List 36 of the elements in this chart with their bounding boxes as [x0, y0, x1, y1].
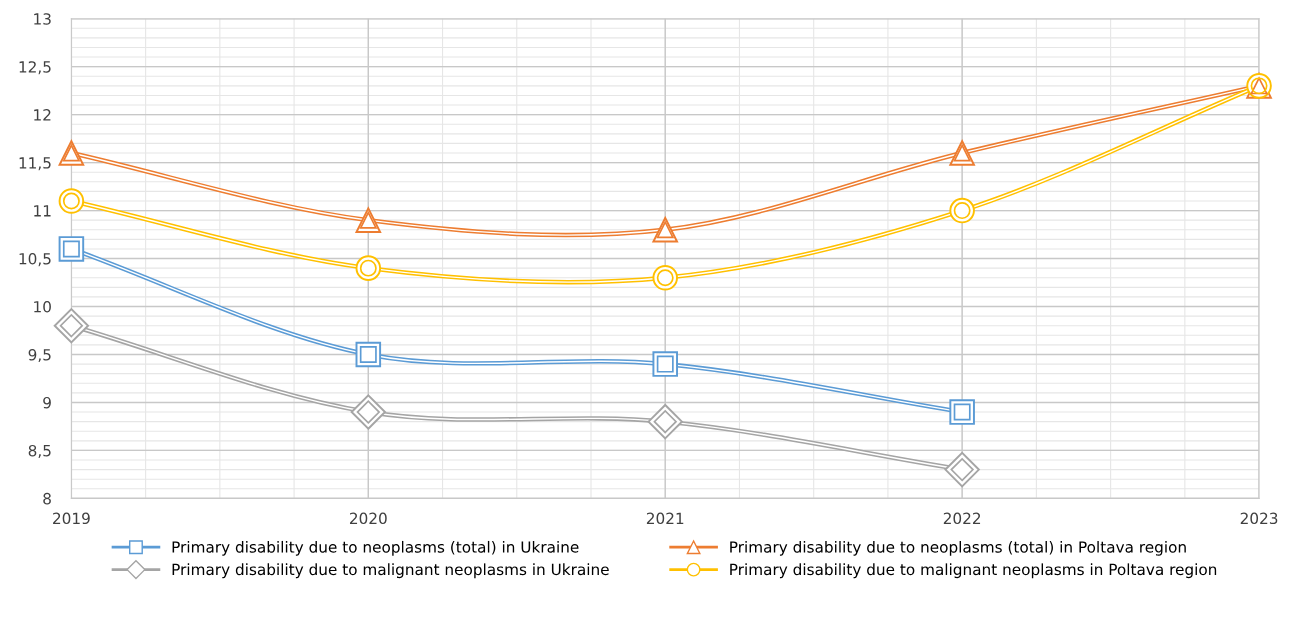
point — [53, 308, 90, 344]
y-tick-label: 8,5 — [28, 444, 51, 459]
point — [647, 403, 683, 440]
y-tick-label: 9,5 — [28, 348, 51, 363]
point — [949, 399, 975, 425]
y-tick-label: 11 — [34, 205, 51, 217]
point — [58, 236, 85, 262]
legend-label: Primary disability due to neoplasms (total) in Poltava region — [730, 540, 1186, 556]
x-tick-label: 2019 — [53, 512, 90, 525]
point — [58, 140, 85, 166]
point — [652, 264, 678, 291]
y-tick-label: 10,5 — [19, 253, 51, 267]
y-tick-label: 10 — [34, 300, 51, 313]
point — [58, 188, 85, 214]
legend-label: Primary disability due to malignant neoplasms in Ukraine — [172, 563, 609, 579]
point — [355, 341, 382, 368]
y-tick-label: 9 — [43, 396, 51, 409]
point — [652, 216, 678, 243]
point — [355, 207, 382, 233]
x-tick-label: 2020 — [349, 512, 387, 525]
y-tick-label: 8 — [43, 492, 51, 505]
point — [944, 451, 980, 488]
legend-label: Primary disability due to malignant neoplasms in Poltava region — [730, 563, 1217, 579]
y-tick-label: 12 — [34, 109, 51, 121]
legend-label: Primary disability due to neoplasms (total) in Ukraine — [172, 540, 579, 556]
point — [652, 351, 678, 377]
x-tick-label: 2021 — [646, 512, 684, 525]
y-tick-label: 11,5 — [19, 157, 51, 171]
y-tick-label: 13 — [34, 13, 51, 25]
x-tick-label: 2023 — [1240, 512, 1278, 525]
point — [350, 394, 386, 430]
x-tick-label: 2022 — [943, 512, 981, 525]
point — [949, 197, 975, 224]
point — [949, 140, 975, 166]
point — [355, 255, 382, 281]
y-tick-label: 12,5 — [19, 61, 51, 75]
